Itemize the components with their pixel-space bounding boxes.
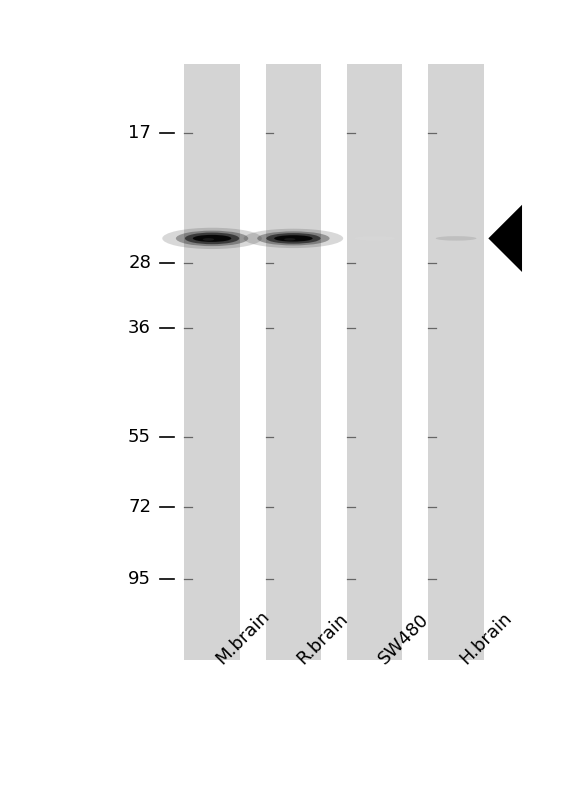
Text: 17: 17 (128, 125, 151, 142)
Ellipse shape (257, 231, 329, 246)
Ellipse shape (436, 236, 476, 241)
Ellipse shape (274, 235, 313, 242)
Text: M.brain: M.brain (212, 607, 273, 668)
Ellipse shape (354, 236, 395, 241)
Text: 95: 95 (128, 570, 151, 588)
Bar (347, 64, 403, 660)
Bar (185, 64, 239, 660)
Bar (266, 64, 321, 660)
Bar (429, 64, 483, 660)
Text: 28: 28 (128, 254, 151, 271)
Ellipse shape (176, 230, 248, 246)
Ellipse shape (203, 238, 214, 241)
Text: R.brain: R.brain (293, 610, 352, 668)
Ellipse shape (266, 233, 321, 244)
Ellipse shape (193, 235, 231, 242)
Ellipse shape (284, 238, 296, 241)
Text: SW480: SW480 (375, 610, 432, 668)
Text: H.brain: H.brain (456, 609, 515, 668)
Ellipse shape (162, 228, 262, 249)
Text: 55: 55 (128, 428, 151, 446)
Text: 72: 72 (128, 498, 151, 516)
Polygon shape (488, 205, 522, 272)
Ellipse shape (243, 229, 343, 248)
Text: 36: 36 (128, 318, 151, 337)
Ellipse shape (185, 233, 239, 244)
